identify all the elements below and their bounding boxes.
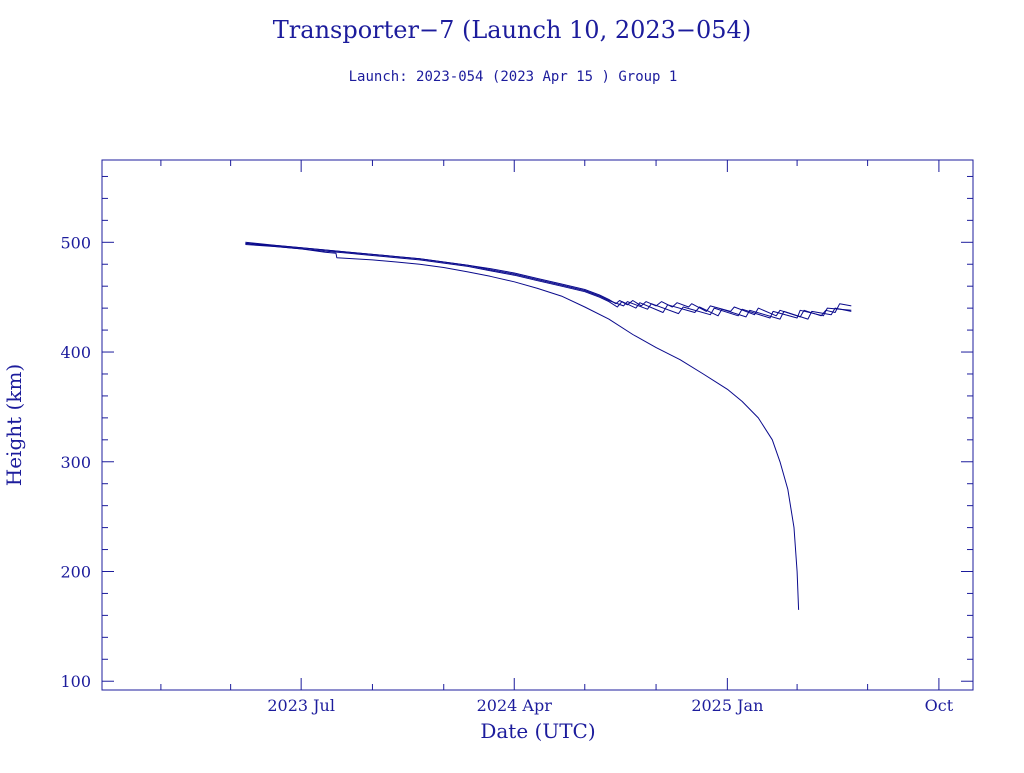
tick-labels: 100 200 300 400 500 2023 Jul 2024 Apr 2025 Jan O… <box>60 233 953 715</box>
y-tick-label: 500 <box>60 233 91 252</box>
x-tick-label: Oct <box>925 696 954 715</box>
y-tick-label: 200 <box>60 562 91 581</box>
x-tick-label: 2025 Jan <box>691 696 763 715</box>
chart-subtitle: Launch: 2023-054 (2023 Apr 15 ) Group 1 <box>349 69 678 85</box>
chart-title: Transporter−7 (Launch 10, 2023−054) <box>273 16 751 44</box>
x-tick-label: 2023 Jul <box>267 696 335 715</box>
series-group <box>245 241 852 610</box>
x-tick-label: 2024 Apr <box>477 696 553 715</box>
y-tick-label: 300 <box>60 453 91 472</box>
plot-frame <box>101 159 974 691</box>
y-axis-label: Height (km) <box>2 364 26 486</box>
series-line-4 <box>245 242 800 610</box>
y-tick-label: 400 <box>60 343 91 362</box>
y-tick-label: 100 <box>60 672 91 691</box>
axis-ticks <box>102 160 973 690</box>
x-axis-label: Date (UTC) <box>480 719 595 743</box>
series-line-3 <box>245 242 852 319</box>
